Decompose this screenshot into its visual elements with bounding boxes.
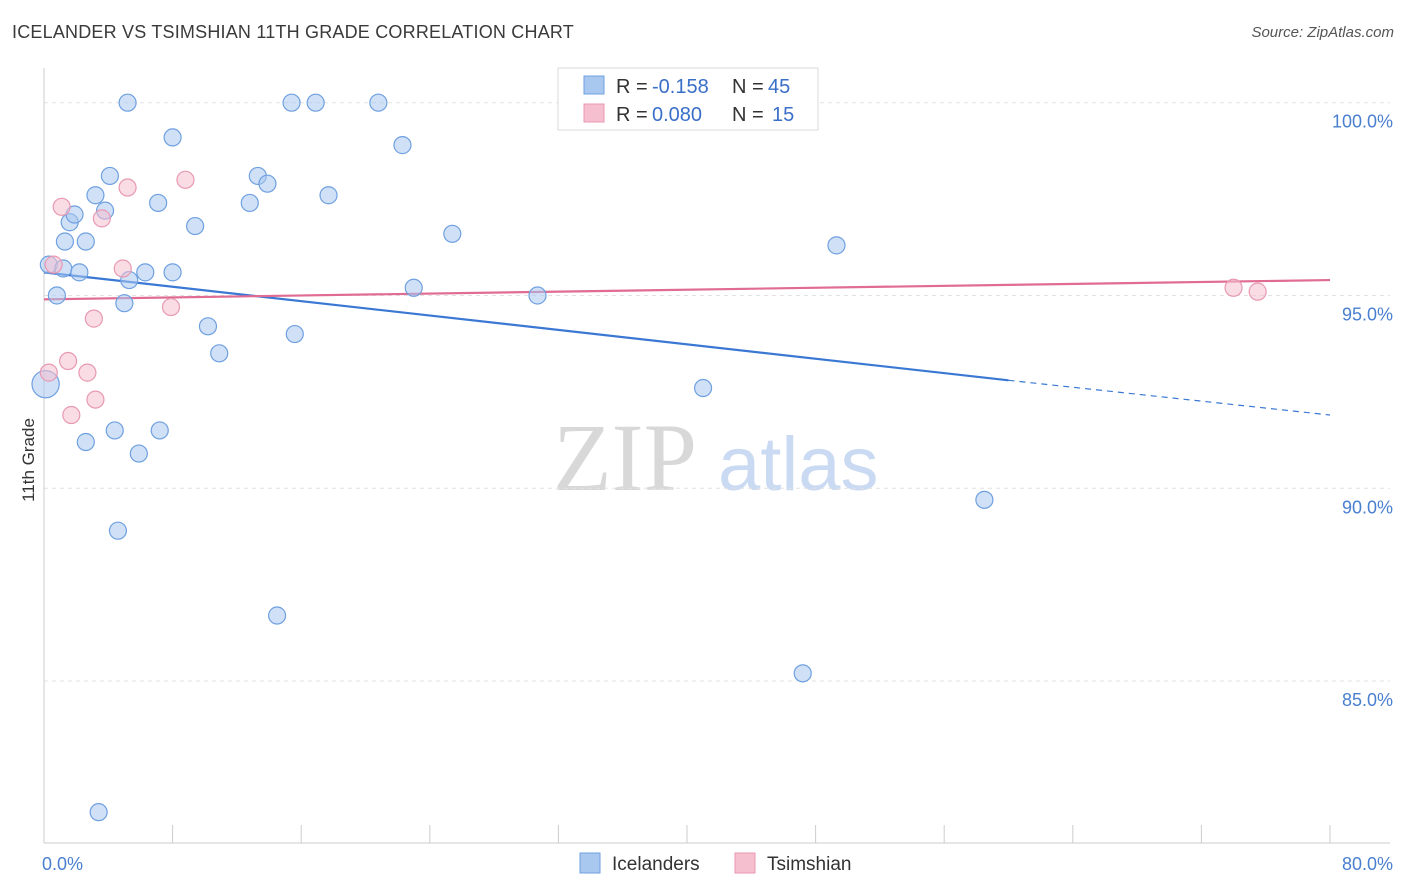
point-tsimshian: [86, 390, 105, 409]
trend-extension-icelanders: [1008, 379, 1331, 416]
trend-line-icelanders: [43, 271, 1009, 382]
chart-source: Source: ZipAtlas.com: [1251, 24, 1394, 41]
y-tick-label: 85.0%: [1342, 690, 1393, 710]
legend-r-value: -0.158: [652, 76, 709, 98]
data-points: [31, 93, 1267, 822]
point-tsimshian: [118, 178, 137, 197]
watermark-atlas: atlas: [718, 422, 879, 507]
point-icelanders: [393, 136, 412, 155]
point-icelanders: [150, 421, 169, 440]
point-icelanders: [129, 444, 148, 463]
grid-lines: [44, 102, 1390, 682]
watermark: ZIP atlas: [553, 404, 879, 511]
point-tsimshian: [113, 259, 132, 278]
point-icelanders: [285, 324, 304, 344]
point-icelanders: [118, 93, 137, 112]
point-tsimshian: [84, 309, 103, 328]
series-legend-swatch-icelanders: [579, 852, 601, 874]
point-icelanders: [136, 263, 155, 282]
point-icelanders: [86, 186, 105, 205]
y-tick-label: 95.0%: [1342, 304, 1393, 324]
point-icelanders: [210, 344, 229, 363]
legend-swatch-tsimshian: [583, 103, 605, 123]
point-icelanders: [108, 521, 128, 540]
legend-n-value: 15: [772, 104, 794, 126]
watermark-zip: ZIP: [553, 404, 697, 511]
legend-n-label: N =: [732, 104, 764, 126]
point-icelanders: [163, 128, 182, 147]
point-icelanders: [267, 606, 287, 625]
point-icelanders: [198, 317, 218, 336]
point-icelanders: [975, 490, 994, 509]
legend-r-label: R =: [616, 104, 648, 126]
y-tick-label: 90.0%: [1342, 497, 1393, 517]
correlation-legend: R = -0.158 N = 45 R = 0.080 N = 15: [557, 67, 819, 131]
point-tsimshian: [62, 405, 81, 425]
point-icelanders: [528, 286, 547, 305]
legend-row-icelanders: R = -0.158 N = 45: [583, 75, 790, 98]
point-icelanders: [240, 193, 259, 213]
x-tick-label: 0.0%: [42, 854, 83, 874]
point-tsimshian: [39, 363, 58, 382]
series-legend-swatch-tsimshian: [734, 852, 756, 874]
point-icelanders: [443, 224, 462, 243]
point-icelanders: [105, 421, 124, 440]
point-icelanders: [369, 93, 388, 112]
point-icelanders: [115, 294, 134, 313]
point-tsimshian: [1248, 282, 1267, 301]
point-tsimshian: [1224, 278, 1243, 297]
legend-row-tsimshian: R = 0.080 N = 15: [583, 103, 794, 126]
point-icelanders: [163, 263, 182, 282]
point-tsimshian: [52, 197, 71, 216]
point-icelanders: [55, 232, 74, 251]
series-legend: Icelanders Tsimshian: [579, 852, 851, 875]
chart-title: ICELANDER VS TSIMSHIAN 11TH GRADE CORREL…: [12, 22, 574, 42]
legend-n-label: N =: [732, 76, 764, 98]
y-axis-title: 11th Grade: [19, 418, 38, 502]
point-tsimshian: [176, 170, 195, 189]
point-icelanders: [282, 93, 301, 112]
series-legend-label-tsimshian: Tsimshian: [767, 854, 851, 875]
point-icelanders: [149, 193, 168, 213]
y-tick-label: 100.0%: [1332, 112, 1393, 132]
legend-n-value: 45: [768, 76, 790, 98]
trend-lines: [43, 271, 1331, 416]
point-icelanders: [827, 236, 846, 255]
point-icelanders: [404, 278, 423, 297]
point-icelanders: [70, 263, 89, 282]
legend-r-value: 0.080: [652, 104, 702, 126]
point-icelanders: [793, 664, 812, 683]
axes: 100.0% 95.0% 90.0% 85.0% 0.0% 80.0%: [42, 68, 1393, 874]
x-tick-label: 80.0%: [1342, 854, 1393, 874]
point-tsimshian: [92, 209, 111, 228]
point-icelanders: [89, 803, 108, 822]
point-tsimshian: [44, 255, 63, 274]
point-icelanders: [306, 93, 325, 112]
series-legend-label-icelanders: Icelanders: [612, 854, 700, 875]
point-tsimshian: [161, 297, 181, 317]
point-tsimshian: [78, 363, 97, 382]
point-icelanders: [258, 174, 277, 193]
point-icelanders: [76, 432, 95, 452]
point-icelanders: [47, 286, 66, 305]
point-icelanders: [76, 232, 95, 251]
point-icelanders: [100, 166, 120, 186]
legend-swatch-icelanders: [583, 75, 605, 95]
point-tsimshian: [59, 351, 78, 371]
point-icelanders: [319, 186, 338, 205]
point-icelanders: [693, 378, 713, 398]
point-icelanders: [186, 216, 205, 236]
legend-r-label: R =: [616, 76, 648, 98]
trend-line-tsimshian: [43, 278, 1331, 301]
